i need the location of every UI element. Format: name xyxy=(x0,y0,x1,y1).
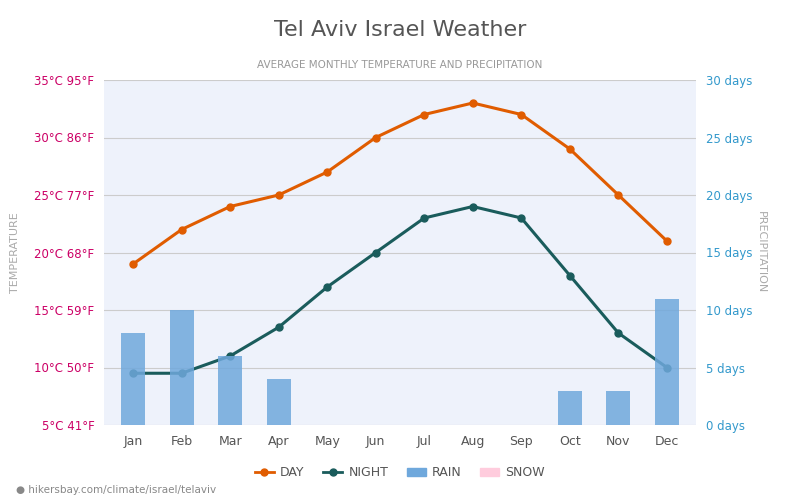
Y-axis label: TEMPERATURE: TEMPERATURE xyxy=(10,212,20,293)
Text: AVERAGE MONTHLY TEMPERATURE AND PRECIPITATION: AVERAGE MONTHLY TEMPERATURE AND PRECIPIT… xyxy=(258,60,542,70)
Y-axis label: PRECIPITATION: PRECIPITATION xyxy=(756,212,766,294)
Bar xyxy=(218,356,242,425)
Text: Tel Aviv Israel Weather: Tel Aviv Israel Weather xyxy=(274,20,526,40)
Legend: DAY, NIGHT, RAIN, SNOW: DAY, NIGHT, RAIN, SNOW xyxy=(250,462,550,484)
Bar xyxy=(558,390,582,425)
Bar xyxy=(170,310,194,425)
Bar xyxy=(266,379,291,425)
Text: ● hikersbay.com/climate/israel/telaviv: ● hikersbay.com/climate/israel/telaviv xyxy=(16,485,216,495)
Bar xyxy=(121,333,146,425)
Bar xyxy=(654,298,679,425)
Bar xyxy=(606,390,630,425)
